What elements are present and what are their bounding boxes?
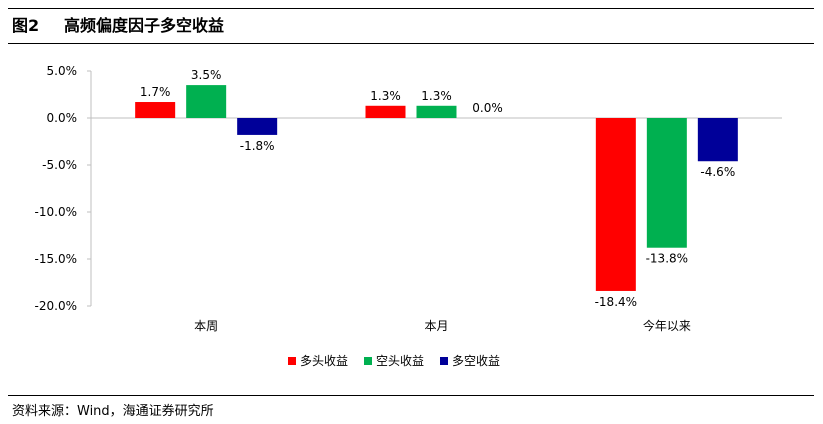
bar-2-3: [646, 118, 687, 248]
data-label: -1.8%: [240, 139, 275, 153]
legend-swatch-short: [364, 356, 373, 365]
bar-2-1: [186, 85, 227, 118]
bar-3-3: [697, 118, 738, 162]
y-tick-label: 0.0%: [47, 111, 78, 125]
bar-1-2: [365, 105, 406, 118]
legend-swatch-long: [288, 356, 296, 365]
data-label: 0.0%: [472, 101, 503, 115]
data-label: -18.4%: [595, 295, 637, 309]
x-category-label: 今年以来: [643, 318, 691, 333]
y-tick-label: -10.0%: [35, 205, 77, 219]
bar-1-1: [135, 102, 176, 118]
chart-legend: 多头收益 空头收益 多空收益: [288, 352, 500, 369]
legend-label-short: 空头收益: [376, 354, 425, 368]
data-label: 1.3%: [421, 89, 452, 103]
y-tick-label: -15.0%: [35, 252, 77, 266]
bar-2-2: [416, 105, 457, 118]
footer-divider: [8, 395, 814, 396]
legend-item-longshort: 多空收益: [440, 352, 500, 369]
x-category-label: 本月: [424, 319, 448, 333]
data-label: 3.5%: [191, 68, 222, 82]
title-bar: [8, 8, 814, 44]
data-label: 1.3%: [370, 89, 401, 103]
x-category-label: 本周: [194, 319, 218, 333]
y-tick-label: -5.0%: [42, 158, 77, 172]
source-note: 资料来源：Wind，海通证券研究所: [12, 404, 214, 419]
bar-1-3: [595, 118, 636, 291]
figure-number: 图2: [12, 16, 40, 35]
data-label: 1.7%: [140, 85, 171, 99]
figure-title: 高频偏度因子多空收益: [64, 16, 225, 35]
data-label: -4.6%: [700, 165, 735, 179]
y-tick-label: -20.0%: [35, 299, 77, 313]
legend-swatch-longshort: [440, 356, 449, 365]
data-label: -13.8%: [646, 252, 688, 266]
legend-item-long: 多头收益: [288, 352, 348, 369]
y-tick-label: 5.0%: [47, 64, 78, 78]
legend-item-short: 空头收益: [364, 352, 424, 369]
legend-label-longshort: 多空收益: [452, 354, 501, 368]
legend-label-long: 多头收益: [300, 354, 349, 368]
bar-3-1: [237, 118, 278, 135]
